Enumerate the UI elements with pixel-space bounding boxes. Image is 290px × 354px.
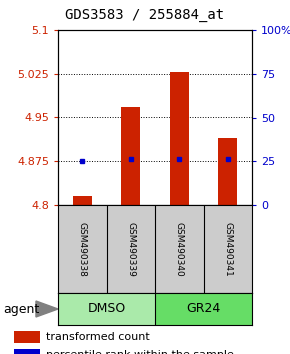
Text: GSM490339: GSM490339 [126, 222, 135, 276]
Text: DMSO: DMSO [87, 303, 126, 315]
Bar [218, 138, 238, 205]
Polygon shape [36, 301, 58, 317]
Bar [14, 349, 40, 354]
Text: GSM490341: GSM490341 [223, 222, 232, 276]
Text: GSM490340: GSM490340 [175, 222, 184, 276]
Text: GR24: GR24 [186, 303, 221, 315]
Bar [72, 196, 92, 205]
Bar [58, 293, 155, 325]
Bar [14, 331, 40, 343]
Text: percentile rank within the sample: percentile rank within the sample [46, 350, 233, 354]
Text: GSM490338: GSM490338 [78, 222, 87, 276]
Text: transformed count: transformed count [46, 332, 149, 342]
Bar [170, 72, 189, 205]
Bar [155, 293, 252, 325]
Text: GDS3583 / 255884_at: GDS3583 / 255884_at [66, 8, 224, 22]
Bar [121, 107, 140, 205]
Text: agent: agent [3, 303, 39, 315]
